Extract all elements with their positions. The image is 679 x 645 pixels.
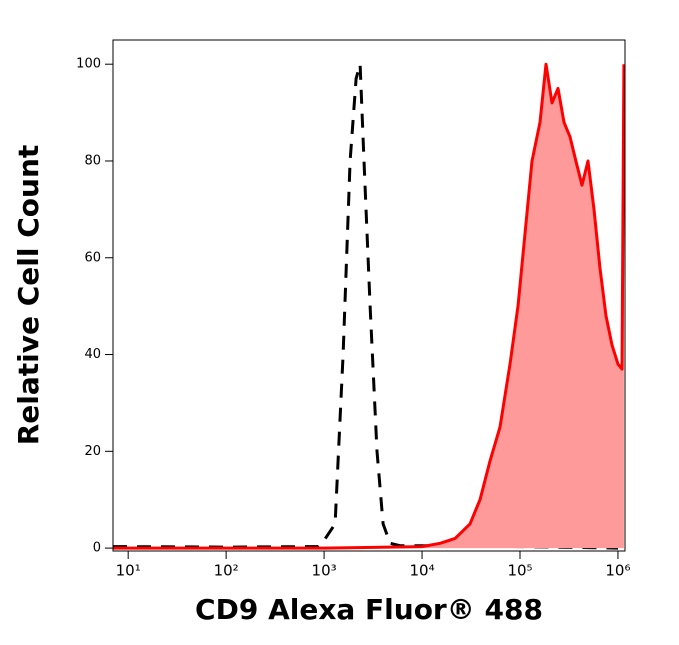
y-axis-title: Relative Cell Count bbox=[12, 145, 45, 446]
y-tick-label: 20 bbox=[84, 444, 101, 459]
x-tick-label: 10⁶ bbox=[605, 562, 630, 580]
x-axis-title: CD9 Alexa Fluor® 488 bbox=[195, 593, 543, 626]
y-tick-label: 0 bbox=[93, 541, 101, 556]
x-tick-label: 10² bbox=[214, 562, 239, 580]
y-tick-label: 40 bbox=[84, 347, 101, 362]
x-tick-label: 10⁴ bbox=[409, 562, 434, 580]
area-fill bbox=[113, 64, 624, 549]
y-tick-label: 100 bbox=[76, 57, 101, 72]
y-tick-label: 60 bbox=[84, 250, 101, 265]
histogram-line bbox=[113, 62, 626, 550]
x-tick-label: 10⁵ bbox=[507, 562, 532, 580]
x-tick-label: 10³ bbox=[312, 562, 337, 580]
x-tick-label: 10¹ bbox=[116, 562, 141, 580]
plot-frame bbox=[112, 39, 626, 552]
y-tick-label: 80 bbox=[84, 153, 101, 168]
